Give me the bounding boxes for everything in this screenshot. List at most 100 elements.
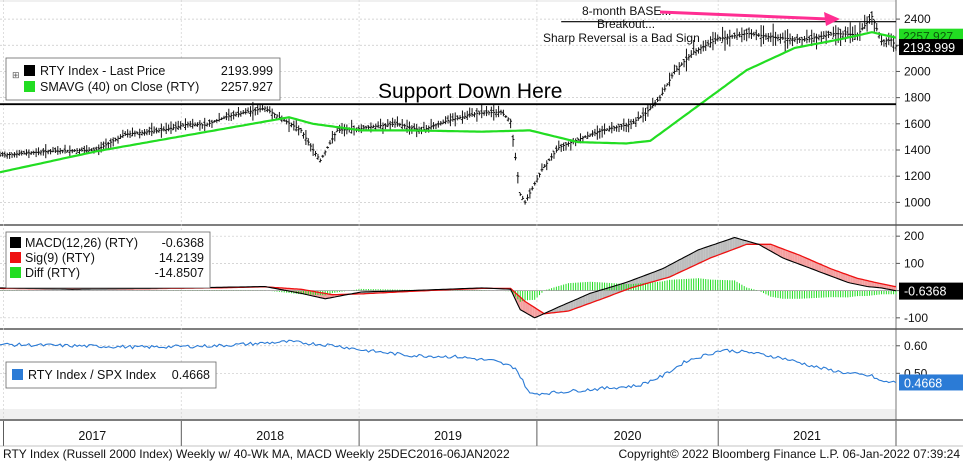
reversal-annotation: Sharp Reversal is a Bad Sign <box>543 31 700 45</box>
price-bar <box>552 150 556 159</box>
price-bar <box>822 31 826 40</box>
price-bar <box>167 124 171 132</box>
macd-fill-segment <box>590 292 593 304</box>
macd-fill-segment <box>645 274 648 284</box>
macd-fill-segment <box>862 279 865 287</box>
price-bar <box>140 130 144 136</box>
macd-fill-segment <box>664 266 668 279</box>
price-bar <box>598 128 602 139</box>
macd-fill-segment <box>840 272 844 281</box>
macd-fill-segment <box>794 253 798 264</box>
price-bar <box>754 29 758 41</box>
macd-fill-segment <box>729 238 733 251</box>
price-bar <box>261 104 264 111</box>
price-bar <box>511 134 515 147</box>
price-bar <box>191 118 195 129</box>
price-bar <box>388 120 392 131</box>
price-bar <box>391 117 395 127</box>
price-bar <box>738 31 741 38</box>
macd-fill-segment <box>534 307 538 318</box>
price-tick-label: 1600 <box>904 117 931 131</box>
ratio-badge-label: 0.4668 <box>904 376 942 390</box>
macd-fill-segment <box>527 303 530 316</box>
price-legend-label: RTY Index - Last Price <box>40 64 165 78</box>
macd-fill-segment <box>717 242 721 256</box>
price-bar <box>66 149 69 153</box>
price-bar <box>723 30 727 51</box>
macd-fill-segment <box>568 301 571 312</box>
price-bar <box>61 149 65 154</box>
macd-fill-segment <box>310 290 314 297</box>
price-bar <box>506 117 510 122</box>
price-bar <box>682 59 686 68</box>
price-bar <box>294 118 298 132</box>
macd-fill-segment <box>821 264 824 274</box>
price-bar <box>97 144 101 156</box>
price-bar <box>90 148 93 152</box>
price-bar <box>179 121 183 130</box>
macd-legend-box <box>5 231 211 289</box>
price-bar <box>605 128 609 132</box>
price-bar <box>396 116 399 127</box>
price-bar <box>781 32 785 41</box>
price-bar <box>689 50 693 59</box>
price-bar <box>620 123 623 130</box>
price-bar <box>302 132 305 139</box>
macd-fill-segment <box>667 265 670 278</box>
price-bar <box>119 134 122 140</box>
macd-fill-segment <box>657 269 660 281</box>
macd-fill-segment <box>681 257 685 272</box>
price-bar <box>200 122 204 129</box>
price-bar <box>186 121 190 128</box>
macd-fill-segment <box>816 262 819 272</box>
price-bar <box>894 44 898 51</box>
macd-legend-swatch <box>10 267 21 278</box>
macd-fill-segment <box>883 284 887 289</box>
price-bar <box>449 113 452 127</box>
macd-fill-segment <box>522 299 526 313</box>
price-bar <box>328 140 332 145</box>
macd-fill-segment <box>818 263 822 273</box>
price-bar <box>786 29 790 49</box>
macd-fill-segment <box>876 282 880 288</box>
price-bar <box>882 39 886 47</box>
price-bar <box>687 53 691 61</box>
price-bar <box>550 153 553 161</box>
price-bar <box>798 37 802 43</box>
macd-fill-segment <box>582 295 586 306</box>
price-bar <box>658 94 662 102</box>
macd-fill-segment <box>698 248 701 264</box>
macd-fill-segment <box>529 304 533 317</box>
macd-fill-segment <box>684 256 687 271</box>
price-bar <box>699 44 703 54</box>
ratio-legend-value: 0.4668 <box>172 368 210 382</box>
macd-fill-segment <box>621 283 624 292</box>
price-bar <box>538 172 541 178</box>
price-bar <box>338 124 342 134</box>
macd-fill-segment <box>780 247 783 258</box>
price-bar <box>383 123 387 130</box>
macd-fill-segment <box>638 277 641 286</box>
x-axis-area <box>0 421 963 462</box>
macd-legend-value: 14.2139 <box>159 251 204 265</box>
price-bar <box>663 84 667 92</box>
price-bar <box>588 133 592 137</box>
price-bar <box>8 152 12 159</box>
price-tick-label: 1000 <box>904 195 931 209</box>
macd-fill-segment <box>672 262 675 276</box>
macd-fill-segment <box>893 286 896 291</box>
macd-fill-segment <box>891 285 894 291</box>
macd-fill-segment <box>804 257 807 268</box>
price-bar <box>706 39 710 47</box>
price-bar <box>222 115 226 120</box>
ratio-line <box>0 339 897 396</box>
price-bar <box>521 195 525 201</box>
price-bar <box>656 96 659 103</box>
price-bar <box>704 39 708 51</box>
macd-fill-segment <box>570 300 574 311</box>
macd-fill-segment <box>592 291 595 303</box>
macd-fill-segment <box>558 305 562 313</box>
price-tick-label: 2000 <box>904 64 931 78</box>
macd-fill-segment <box>809 259 812 269</box>
price-bar <box>172 123 175 131</box>
